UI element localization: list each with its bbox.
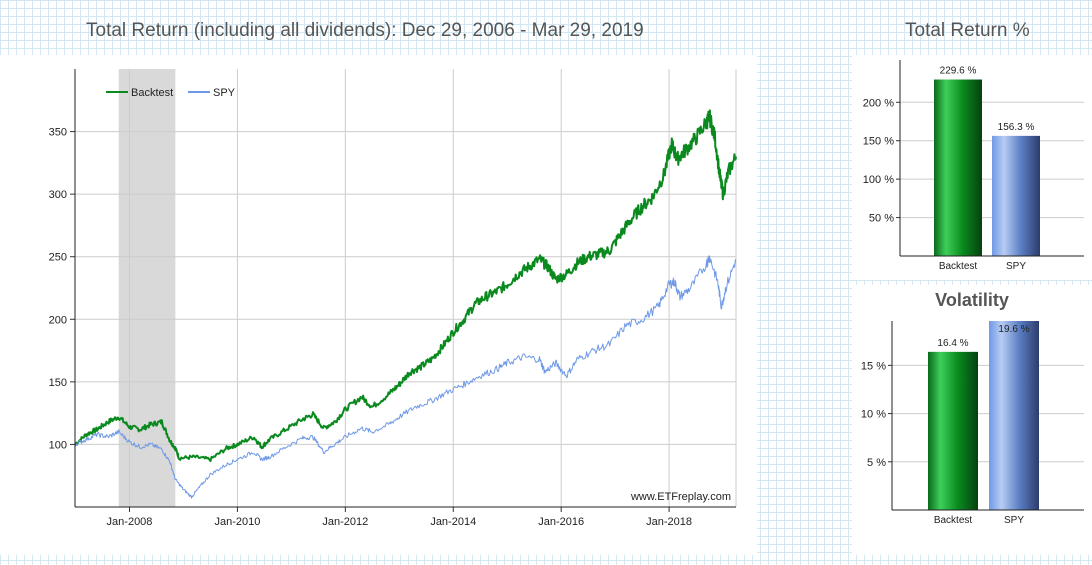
main-chart-title: Total Return (including all dividends): … [86,20,644,41]
y-tick-label: 350 [49,127,67,139]
bar-backtest [928,351,978,510]
bar-backtest [934,79,982,257]
x-tick-label: Jan-2018 [646,516,692,528]
y-tick-label: 300 [49,189,67,201]
y-tick-label: 150 % [863,136,894,148]
x-tick-label: Jan-2012 [322,516,368,528]
y-tick-label: 15 % [861,360,886,372]
y-tick-label: 50 % [869,213,894,225]
total-return-title: Total Return % [905,20,1030,41]
y-tick-label: 200 [49,314,67,326]
total-return-bar-chart: 50 % 100 % 150 % 200 % 229.6 % Backtest 156.3 … [863,60,1084,272]
bar-value-label: 19.6 % [998,324,1029,335]
y-tick-label: 200 % [863,97,894,109]
bar-spy [989,321,1039,510]
total-return-panel: 50 % 100 % 150 % 200 % 229.6 % Backtest 156.3 … [852,55,1092,280]
series-line-spy [74,255,737,499]
category-label: Backtest [934,515,973,526]
category-label: SPY [1004,515,1024,526]
volatility-bar-chart: Volatility 5 % 10 % 15 % 16.4 % Backtest 19.6 … [861,290,1084,526]
y-tick-label: 5 % [867,457,886,469]
volatility-panel: Volatility 5 % 10 % 15 % 16.4 % Backtest 19.6 … [852,285,1092,555]
y-tick-label: 100 [49,439,67,451]
y-tick-label: 250 [49,252,67,264]
bar-value-label: 229.6 % [940,66,977,77]
series-line-backtest [74,109,737,463]
x-tick-label: Jan-2008 [107,516,153,528]
line-chart: 100 150 200 250 300 350 Jan-2008 Jan-2010 Jan-20… [49,69,737,528]
watermark: www.ETFreplay.com [630,491,731,503]
volatility-title: Volatility [935,290,1009,310]
legend-label-spy: SPY [213,87,236,99]
x-tick-label: Jan-2016 [538,516,584,528]
category-label: SPY [1006,261,1026,272]
legend-label-backtest: Backtest [131,87,173,99]
y-tick-label: 150 [49,377,67,389]
line-chart-panel: 100 150 200 250 300 350 Jan-2008 Jan-2010 Jan-20… [0,55,757,555]
x-tick-label: Jan-2014 [430,516,476,528]
y-tick-label: 10 % [861,409,886,421]
category-label: Backtest [939,261,978,272]
bar-value-label: 156.3 % [998,122,1035,133]
x-tick-label: Jan-2010 [214,516,260,528]
bar-value-label: 16.4 % [937,338,968,349]
y-tick-label: 100 % [863,174,894,186]
bar-spy [992,135,1040,256]
